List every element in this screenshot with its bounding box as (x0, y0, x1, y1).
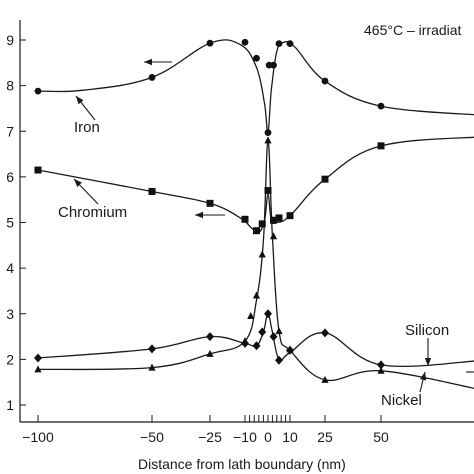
point-silicon (252, 291, 261, 299)
y-tick-label: 2 (6, 351, 14, 367)
label-nickel: Nickel (381, 392, 422, 409)
x-tick-label: −10 (233, 429, 257, 445)
point-nickel (258, 327, 267, 337)
point-iron (148, 74, 156, 81)
x-axis-label: Distance from lath boundary (nm) (138, 456, 346, 472)
x-tick-label: 50 (373, 429, 389, 445)
x-tick-label: 25 (317, 429, 333, 445)
point-silicon (264, 136, 272, 144)
annotations: 465°C – irradiat Iron Chromium Silicon N… (58, 22, 462, 472)
point-chromium (321, 175, 329, 183)
point-silicon (321, 375, 329, 383)
iron-axis-arrow (144, 58, 172, 66)
point-iron (275, 40, 283, 48)
y-tick-label: 3 (6, 306, 14, 322)
point-nickel (275, 355, 283, 365)
point-chromium (258, 220, 266, 228)
iron-pointer-arrow (75, 95, 96, 121)
series-line-iron (37, 39, 474, 134)
point-silicon (377, 366, 385, 374)
label-silicon: Silicon (405, 322, 449, 339)
y-tick-label: 1 (6, 397, 14, 413)
y-tick-label: 9 (6, 32, 14, 48)
label-iron: Iron (74, 119, 100, 136)
point-chromium (253, 227, 260, 235)
point-iron (253, 54, 260, 62)
point-nickel (264, 309, 272, 319)
point-iron (264, 129, 272, 137)
point-iron (377, 102, 385, 110)
point-iron (241, 38, 249, 46)
point-chromium (270, 216, 277, 224)
y-tick-label: 5 (6, 215, 14, 231)
silicon-pointer-arrow (424, 338, 432, 366)
series-markers (34, 38, 385, 383)
y-tick-label: 7 (6, 123, 14, 139)
point-nickel (148, 344, 156, 354)
point-silicon (247, 312, 255, 320)
point-silicon (148, 363, 156, 371)
point-chromium (148, 187, 156, 195)
point-silicon (34, 365, 42, 373)
point-chromium (241, 215, 249, 223)
point-iron (270, 61, 277, 69)
point-silicon (275, 327, 283, 335)
point-silicon (269, 232, 278, 240)
point-nickel (286, 345, 294, 355)
x-tick-label: −100 (22, 429, 54, 445)
x-tick-label: 10 (282, 429, 298, 445)
point-nickel (206, 332, 214, 342)
point-nickel (321, 328, 329, 338)
point-iron (321, 77, 329, 85)
point-iron (34, 87, 42, 95)
label-chromium: Chromium (58, 204, 127, 221)
point-chromium (264, 187, 272, 195)
point-chromium (286, 212, 294, 220)
chromium-pointer-arrow (73, 178, 99, 205)
point-iron (206, 39, 214, 47)
y-tick-label: 6 (6, 169, 14, 185)
point-nickel (269, 332, 278, 342)
x-tick-label: 0 (264, 429, 272, 445)
point-silicon (206, 349, 214, 357)
x-tick-label: −25 (198, 429, 222, 445)
y-tick-label: 4 (6, 260, 14, 276)
point-chromium (206, 199, 214, 207)
point-nickel (241, 338, 249, 348)
point-chromium (377, 142, 385, 150)
annotation-arrows (73, 58, 474, 393)
y-tick-label: 8 (6, 78, 14, 94)
nickel-pointer-arrow (419, 371, 427, 393)
point-nickel (252, 341, 261, 351)
point-silicon (258, 250, 266, 258)
point-chromium (34, 166, 42, 174)
point-nickel (34, 353, 42, 363)
x-tick-label: −50 (140, 429, 164, 445)
chart-title: 465°C – irradiat (364, 22, 462, 38)
point-chromium (275, 214, 283, 222)
point-iron (286, 40, 294, 48)
point-nickel (377, 360, 385, 370)
chromium-axis-arrow (195, 211, 225, 219)
